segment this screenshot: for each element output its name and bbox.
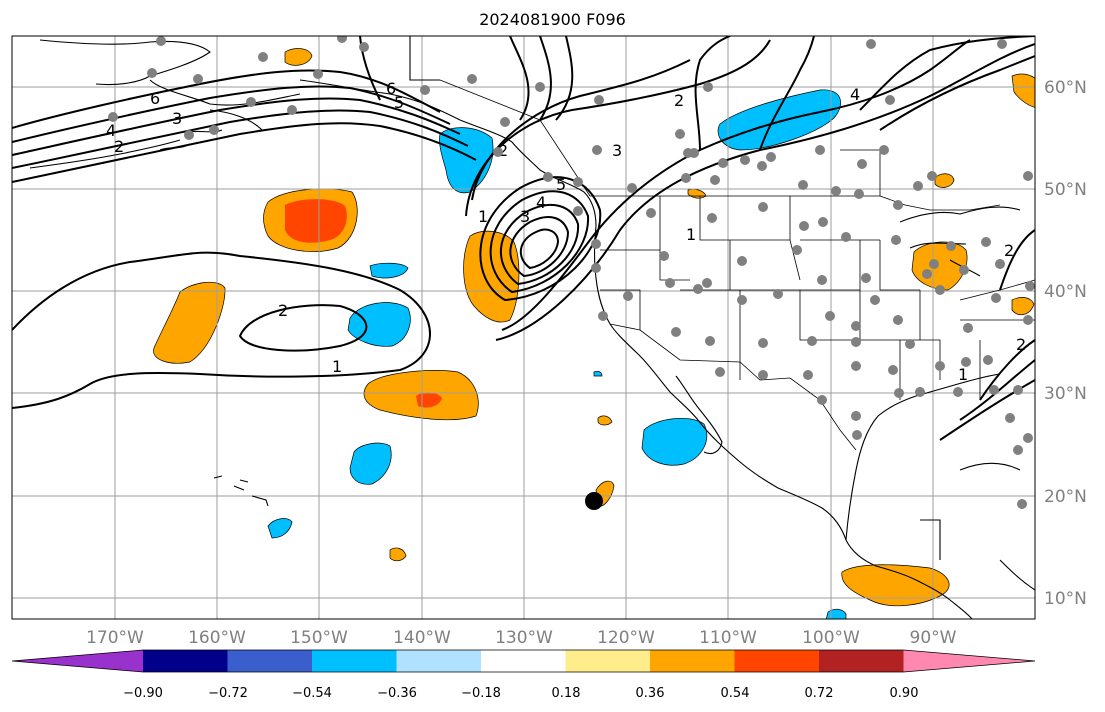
colorbar-segment: [312, 650, 397, 672]
contour-label: 4: [106, 121, 116, 140]
colorbar-tick-label: −0.18: [461, 686, 501, 701]
latitude-labels: 60°N 50°N 40°N 30°N 20°N 10°N: [1044, 78, 1087, 609]
colorbar-segment: [565, 650, 651, 672]
longitude-labels: 170°W 160°W 150°W 140°W 130°W 120°W 110°…: [86, 628, 957, 648]
lon-label: 140°W: [393, 628, 451, 648]
lat-label: 10°N: [1044, 589, 1087, 609]
station-dots: [108, 36, 1035, 509]
colorbar-segment: [396, 650, 482, 672]
colorbar-segment: [734, 650, 820, 672]
lon-label: 100°W: [802, 628, 860, 648]
contour-label: 2: [498, 141, 508, 160]
lat-label: 20°N: [1044, 487, 1087, 507]
colorbar-segment: [143, 650, 228, 672]
lon-label: 130°W: [495, 628, 553, 648]
storm-center-marker: [585, 492, 603, 510]
contour-label: 2: [278, 301, 288, 320]
positive-anomaly-shading: [153, 48, 1035, 607]
contour-labels: 6 3 4 2 6 5 3 2 4 1 5 4 3 2 1 2 1 1 2 2: [106, 79, 1026, 384]
colorbar-tick-labels: −0.90 −0.72 −0.54 −0.36 −0.18 0.18 0.36 …: [123, 686, 918, 701]
colorbar-tick-label: 0.54: [721, 686, 750, 701]
contour-label: 1: [332, 357, 342, 376]
colorbar-tick-label: −0.90: [123, 686, 163, 701]
contour-label: 2: [674, 91, 684, 110]
lon-label: 160°W: [188, 628, 246, 648]
lon-label: 90°W: [910, 628, 957, 648]
colorbar-tick-label: 0.36: [636, 686, 665, 701]
contour-label: 4: [850, 85, 860, 104]
contour-label: 3: [612, 141, 622, 160]
colorbar-tick-label: −0.72: [208, 686, 248, 701]
contour-label: 6: [386, 79, 396, 98]
colorbar-extend-low: [12, 650, 143, 672]
gridlines: [12, 36, 1035, 619]
map-frame: [11, 35, 1036, 620]
colorbar-segment: [227, 650, 313, 672]
lat-label: 30°N: [1044, 384, 1087, 404]
negative-anomaly-shading: [267, 89, 847, 619]
lat-label: 40°N: [1044, 282, 1087, 302]
lon-label: 120°W: [597, 628, 655, 648]
lon-label: 150°W: [290, 628, 348, 648]
colorbar: [11, 649, 1036, 673]
lon-label: 110°W: [699, 628, 757, 648]
colorbar-segment: [650, 650, 735, 672]
contour-label: 3: [520, 207, 530, 226]
colorbar-tick-label: −0.54: [292, 686, 332, 701]
lat-label: 60°N: [1044, 78, 1087, 98]
contour-label: 1: [958, 365, 968, 384]
colorbar-tick-label: 0.90: [890, 686, 919, 701]
map-title: 2024081900 F096: [479, 10, 626, 29]
colorbar-segment: [819, 650, 904, 672]
lon-label: 170°W: [86, 628, 144, 648]
contour-label: 5: [394, 93, 404, 112]
contour-label: 3: [172, 109, 182, 128]
contour-label: 6: [150, 89, 160, 108]
colorbar-tick-label: 0.72: [805, 686, 834, 701]
colorbar-extend-high: [903, 650, 1035, 672]
political-borders: [439, 79, 1035, 451]
contour-lines: [12, 36, 1035, 441]
colorbar-outline: [11, 649, 1036, 673]
colorbar-tick-label: 0.18: [552, 686, 581, 701]
colorbar-segment: [481, 650, 566, 672]
contour-label: 4: [536, 193, 546, 212]
contour-label: 2: [1016, 335, 1026, 354]
colorbar-tick-label: −0.36: [377, 686, 417, 701]
contour-label: 2: [114, 137, 124, 156]
contour-label: 1: [686, 225, 696, 244]
contour-label: 5: [556, 175, 566, 194]
lat-label: 50°N: [1044, 180, 1087, 200]
contour-label: 2: [1004, 241, 1014, 260]
contour-label: 1: [478, 207, 488, 226]
